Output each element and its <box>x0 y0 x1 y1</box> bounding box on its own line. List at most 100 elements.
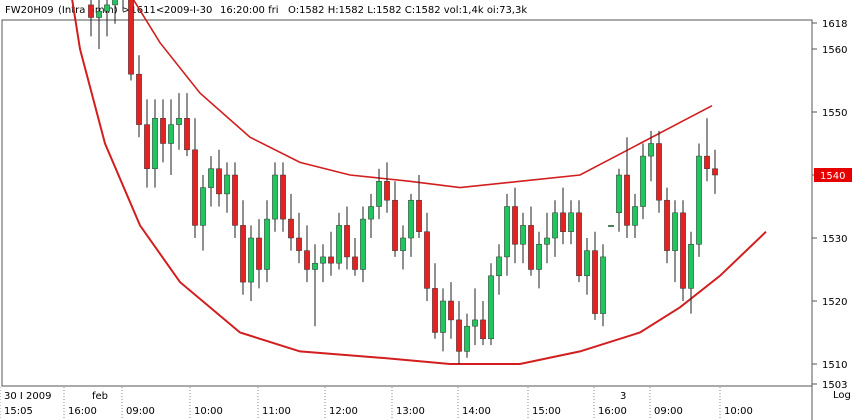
y-tick-label: 1520 <box>822 297 847 308</box>
candle-down <box>624 174 630 226</box>
candle-down <box>304 250 310 270</box>
x-time-label: 11:00 <box>262 406 291 417</box>
candle-up <box>496 256 502 277</box>
candle-down <box>344 225 350 258</box>
candle-down <box>136 73 142 125</box>
y-tick-label: 1560 <box>822 45 847 56</box>
candle-down <box>296 237 302 251</box>
header-interval: (Intra 5min) <box>58 5 118 16</box>
x-date-label: feb <box>92 391 108 402</box>
candle-down <box>88 4 94 18</box>
header-symbol: FW20H09 <box>5 5 54 16</box>
header-date: 2009-I-30 <box>164 5 212 16</box>
candle-down <box>392 199 398 251</box>
candle-down <box>448 300 454 321</box>
candle-down <box>680 212 686 289</box>
candle-down <box>528 225 534 270</box>
candle-down <box>328 256 334 264</box>
candle-up <box>616 174 622 214</box>
candle-up <box>96 10 102 18</box>
x-time-label: 12:00 <box>329 406 358 417</box>
candle-down <box>128 0 134 75</box>
x-time-label: 09:00 <box>126 406 155 417</box>
candle-down <box>160 118 166 144</box>
candle-down <box>424 231 430 289</box>
candle-down <box>288 218 294 239</box>
price-markers: 1540 <box>814 168 852 182</box>
candle-down <box>560 212 566 232</box>
candle-up <box>648 143 654 157</box>
candle-up <box>584 250 590 277</box>
candle-up <box>536 244 542 270</box>
candle-up <box>176 118 182 125</box>
candle-up <box>472 319 478 327</box>
candle-down <box>416 199 422 232</box>
plot-frame <box>1 19 813 387</box>
candle-up <box>640 155 646 207</box>
x-time-label: 14:00 <box>462 406 491 417</box>
candle-up <box>312 262 318 270</box>
candle-up <box>336 225 342 264</box>
candle-up <box>440 300 446 333</box>
candle-down <box>384 181 390 201</box>
candle-up <box>376 181 382 207</box>
candle-up <box>320 256 326 264</box>
candle-up <box>168 124 174 144</box>
candle-down <box>352 256 358 270</box>
header-ohlc: O:1582 H:1582 L:1582 C:1582 vol:1,4k oi:… <box>288 5 527 16</box>
candles <box>88 0 718 364</box>
candle-down <box>432 288 438 333</box>
candle-down <box>512 206 518 245</box>
candle-up <box>488 275 494 340</box>
y-tick-label: 1530 <box>822 234 847 245</box>
candle-up <box>520 225 526 245</box>
candle-down <box>144 124 150 169</box>
x-date-label: 30 I 2009 <box>4 391 51 402</box>
candle-up <box>224 174 230 195</box>
candle-down <box>256 237 262 270</box>
candle-up <box>696 155 702 245</box>
x-axis: 15:05 16:00 09:00 10:00 11:00 12:00 13:00 14:00… <box>0 387 753 420</box>
x-time-label: 16:00 <box>598 406 627 417</box>
channel-lines <box>71 0 767 365</box>
last-price-label: 1540 <box>820 171 845 182</box>
y-tick-label: 1618 <box>822 19 847 30</box>
candle-up <box>360 218 366 270</box>
candle-up <box>400 237 406 251</box>
candle-up <box>464 325 470 352</box>
channel-upper-line <box>132 0 713 189</box>
candle-up <box>672 212 678 251</box>
candle-down <box>184 118 190 151</box>
x-time-label: 10:00 <box>724 406 753 417</box>
candle-up <box>632 206 638 226</box>
candle-up <box>568 212 574 232</box>
candle-down <box>712 168 718 176</box>
x-time-label: 09:00 <box>654 406 683 417</box>
x-time-label: 15:00 <box>532 406 561 417</box>
candle-down <box>232 174 238 226</box>
y-axis: 1503151015201530154015501560157015801590… <box>812 19 847 391</box>
last-price-box <box>814 168 852 182</box>
candle-down <box>592 250 598 314</box>
log-scale-label[interactable]: Log <box>833 390 851 401</box>
y-tick-label: 1503 <box>822 380 847 391</box>
candle-up <box>688 244 694 289</box>
channel-lower-line <box>71 0 767 365</box>
candle-up <box>208 168 214 188</box>
candle-down <box>656 143 662 201</box>
x-time-label: 16:00 <box>68 406 97 417</box>
y-tick-label: 1510 <box>822 360 847 371</box>
candle-up <box>152 118 158 169</box>
x-time-label: 15:05 <box>4 406 33 417</box>
candle-up <box>552 212 558 239</box>
candle-up <box>200 187 206 226</box>
x-date-label: 3 <box>620 391 626 402</box>
x-time-label: 10:00 <box>194 406 223 417</box>
candle-up <box>504 206 510 258</box>
candle-down <box>480 319 486 340</box>
candle-up <box>112 0 118 6</box>
candle-up <box>608 225 614 227</box>
candle-up <box>544 237 550 245</box>
header-ref: >1611< <box>122 5 164 16</box>
